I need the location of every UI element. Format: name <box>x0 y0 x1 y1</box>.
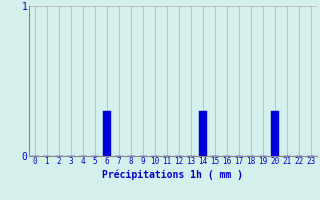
X-axis label: Précipitations 1h ( mm ): Précipitations 1h ( mm ) <box>102 169 243 180</box>
Bar <box>103 111 111 156</box>
Bar <box>199 111 207 156</box>
Bar <box>271 111 279 156</box>
